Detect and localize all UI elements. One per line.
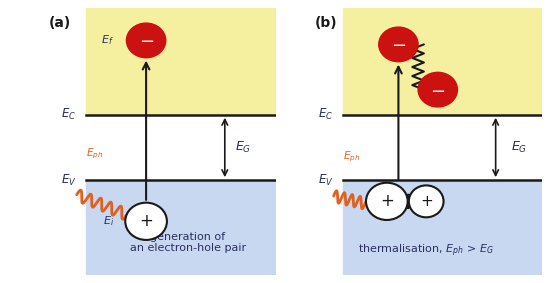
Ellipse shape	[126, 203, 167, 240]
Text: $E_f$: $E_f$	[101, 33, 114, 47]
Text: $E_G$: $E_G$	[510, 140, 527, 155]
Bar	[86, 8, 276, 115]
Bar	[343, 8, 542, 115]
Text: $+$: $+$	[380, 192, 394, 210]
Bar	[86, 180, 276, 275]
Text: $-$: $-$	[138, 31, 154, 50]
Text: $E_{ph}$: $E_{ph}$	[86, 147, 103, 161]
Text: $E_C$: $E_C$	[319, 107, 333, 123]
Text: $-$: $-$	[391, 35, 406, 53]
Text: $E_C$: $E_C$	[61, 107, 77, 123]
Text: $-$: $-$	[430, 81, 445, 99]
Text: generation of
an electron-hole pair: generation of an electron-hole pair	[130, 232, 246, 253]
Ellipse shape	[366, 183, 408, 220]
Text: $E_V$: $E_V$	[61, 173, 77, 188]
Text: $E_i$: $E_i$	[102, 215, 114, 228]
Bar	[343, 180, 542, 275]
Text: (a): (a)	[49, 16, 71, 31]
Ellipse shape	[379, 27, 418, 62]
Text: $E_{ph}$: $E_{ph}$	[343, 150, 360, 164]
Text: $E_V$: $E_V$	[318, 173, 333, 188]
Ellipse shape	[418, 72, 457, 107]
Text: thermalisation, $E_{ph}$ > $E_G$: thermalisation, $E_{ph}$ > $E_G$	[358, 242, 494, 259]
Text: $E_G$: $E_G$	[235, 140, 252, 155]
Text: $+$: $+$	[420, 194, 433, 209]
Ellipse shape	[409, 185, 444, 217]
Ellipse shape	[127, 23, 166, 58]
Text: (b): (b)	[315, 16, 338, 31]
Text: $+$: $+$	[139, 212, 153, 230]
